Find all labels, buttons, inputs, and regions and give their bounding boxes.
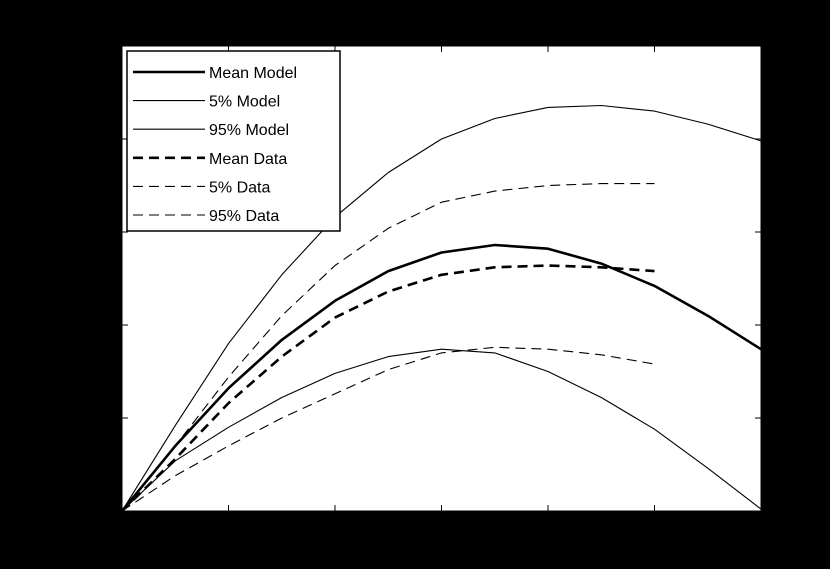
y-axis-label: Displacement (m) [37, 215, 54, 340]
series-line-2 [121, 104, 762, 512]
legend-label-3: Mean Data [209, 151, 287, 168]
y-tick-label: 0 [109, 504, 118, 521]
x-tick-label: 0.05 [639, 517, 670, 534]
series-line-4 [121, 346, 655, 512]
x-tick-label: 0 [118, 517, 127, 534]
y-tick-label: 0.2 [96, 132, 118, 149]
axis-layer: 0 0.01 0.02 0.03 0.04 0.05 0.06 0 0.05 0.1 0.15 0.2… [87, 39, 777, 534]
x-tick-label: 0.04 [532, 517, 563, 534]
legend: Mean Model 5% Model 95% Model Mean Data 5% D… [126, 50, 341, 232]
y-tick-label: 0.1 [96, 318, 118, 335]
x-tick-label: 0.03 [426, 517, 457, 534]
series-line-5 [121, 183, 655, 512]
chart-title: Experimental Data and Kelvin Model Fit [300, 19, 582, 36]
x-tick-label: 0.02 [319, 517, 350, 534]
series-line-1 [121, 348, 762, 512]
series-line-3 [121, 264, 655, 512]
series-line-0 [120, 243, 762, 512]
y-tick-label: 0.15 [87, 225, 118, 242]
x-tick-label: 0.06 [745, 517, 776, 534]
series-layer [120, 104, 762, 512]
x-tick-label: 0.01 [213, 517, 244, 534]
legend-label-2: 95% Model [209, 122, 289, 139]
x-axis-label: Time (s) [412, 547, 470, 564]
legend-box [126, 50, 341, 232]
y-tick-label: 0.25 [87, 39, 118, 56]
legend-label-5: 95% Data [209, 208, 279, 225]
legend-label-4: 5% Data [209, 179, 270, 196]
legend-label-1: 5% Model [209, 94, 280, 111]
legend-label-0: Mean Model [209, 65, 297, 82]
y-tick-label: 0.05 [87, 411, 118, 428]
